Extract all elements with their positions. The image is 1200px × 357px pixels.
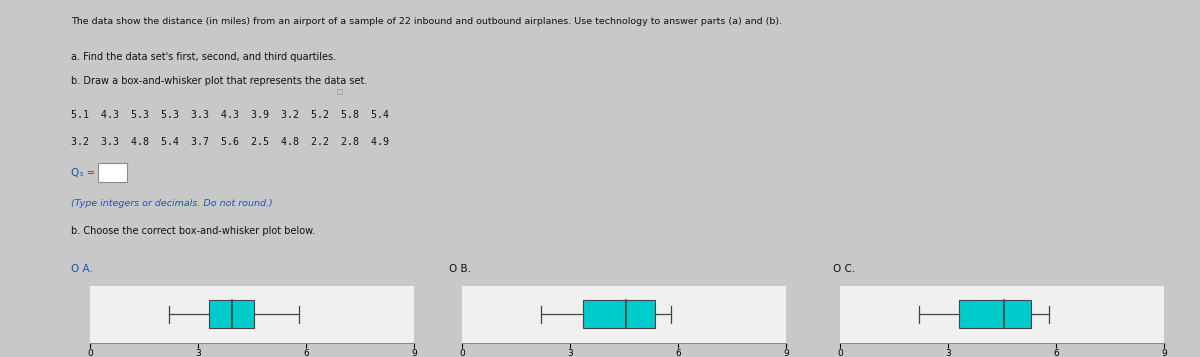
Text: b. Choose the correct box-and-whisker plot below.: b. Choose the correct box-and-whisker pl… xyxy=(71,226,316,236)
Text: O B.: O B. xyxy=(449,264,472,274)
FancyBboxPatch shape xyxy=(583,300,655,328)
FancyBboxPatch shape xyxy=(209,300,254,328)
Text: Q₃ =: Q₃ = xyxy=(71,168,96,178)
FancyBboxPatch shape xyxy=(959,300,1031,328)
Text: □: □ xyxy=(336,89,343,95)
Text: 3.2  3.3  4.8  5.4  3.7  5.6  2.5  4.8  2.2  2.8  4.9: 3.2 3.3 4.8 5.4 3.7 5.6 2.5 4.8 2.2 2.8 … xyxy=(71,137,389,147)
Text: b. Draw a box-and-whisker plot that represents the data set.: b. Draw a box-and-whisker plot that repr… xyxy=(71,76,367,86)
Text: 5.1  4.3  5.3  5.3  3.3  4.3  3.9  3.2  5.2  5.8  5.4: 5.1 4.3 5.3 5.3 3.3 4.3 3.9 3.2 5.2 5.8 … xyxy=(71,110,389,120)
Text: a. Find the data set's first, second, and third quartiles.: a. Find the data set's first, second, an… xyxy=(71,52,336,62)
Text: (Type integers or decimals. Do not round.): (Type integers or decimals. Do not round… xyxy=(71,199,274,208)
Text: The data show the distance (in miles) from an airport of a sample of 22 inbound : The data show the distance (in miles) fr… xyxy=(71,17,782,26)
FancyBboxPatch shape xyxy=(98,163,126,182)
Text: O A.: O A. xyxy=(71,264,94,274)
Text: O C.: O C. xyxy=(833,264,854,274)
